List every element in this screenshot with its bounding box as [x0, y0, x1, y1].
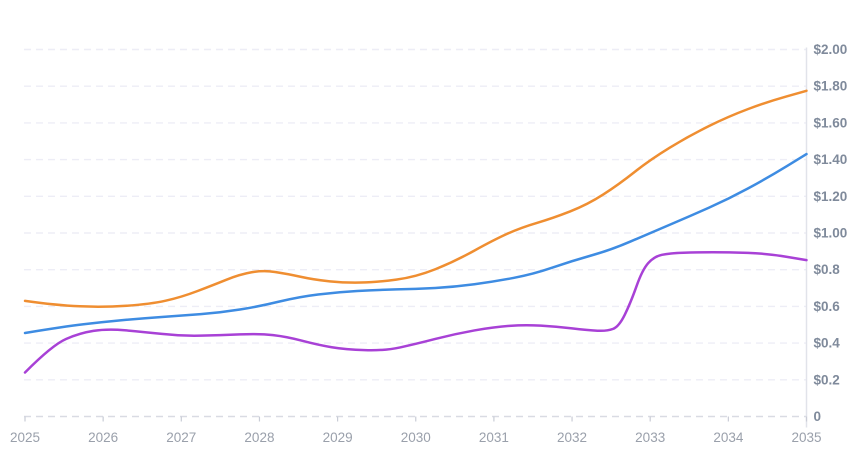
x-axis-label: 2028	[244, 430, 274, 445]
y-axis-label: $0.8	[814, 262, 841, 277]
x-axis-label: 2033	[635, 430, 665, 445]
y-axis-label: $2.00	[814, 42, 848, 57]
x-axis-label: 2025	[10, 430, 40, 445]
x-axis-label: 2030	[401, 430, 431, 445]
y-axis-label: $0.4	[814, 336, 841, 351]
y-axis-label: $1.40	[814, 152, 848, 167]
y-axis-label: $0.2	[814, 372, 840, 387]
y-axis-label: $1.20	[814, 189, 848, 204]
x-axis-label: 2029	[323, 430, 353, 445]
x-axis-label: 2034	[713, 430, 744, 445]
x-axis-label: 2032	[557, 430, 587, 445]
x-axis-label: 2031	[479, 430, 509, 445]
y-axis-label: $1.00	[814, 226, 848, 241]
x-axis-label: 2027	[166, 430, 196, 445]
purple-series-line[interactable]	[23, 251, 808, 374]
y-axis-label: $1.80	[814, 79, 848, 94]
y-axis-label: $1.60	[814, 115, 848, 130]
y-axis-label: $0.6	[814, 299, 841, 314]
y-axis-label: 0	[814, 409, 822, 424]
orange-series-line[interactable]	[23, 89, 808, 308]
x-axis-label: 2026	[88, 430, 118, 445]
blue-series-line[interactable]	[23, 152, 808, 335]
x-axis-label: 2035	[791, 430, 821, 445]
